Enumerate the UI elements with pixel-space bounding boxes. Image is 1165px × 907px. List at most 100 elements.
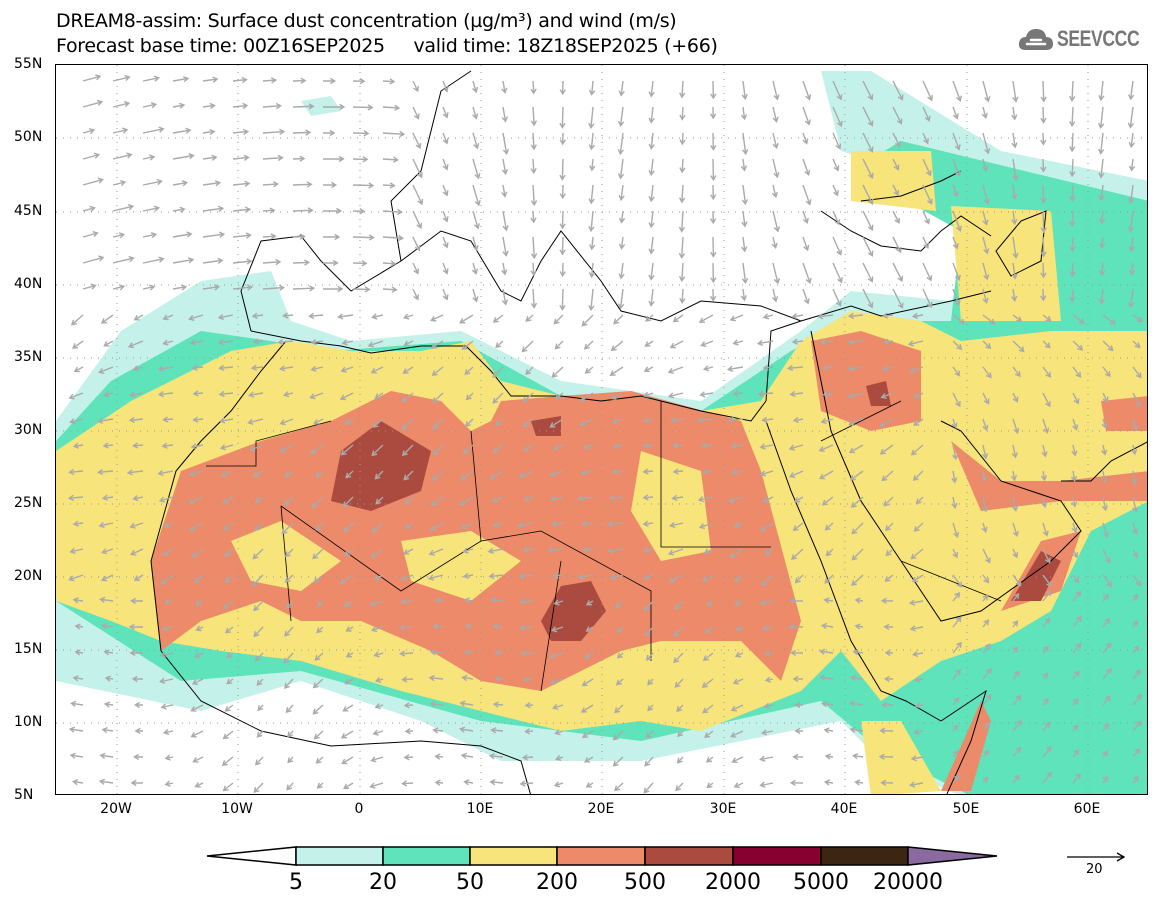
wind-arrow: [222, 730, 234, 740]
wind-arrow: [952, 288, 961, 307]
wind-arrow: [1102, 392, 1109, 403]
wind-arrow: [190, 704, 204, 712]
wind-arrow: [202, 231, 226, 238]
wind-arrow: [1040, 80, 1047, 103]
wind-arrow: [908, 599, 924, 606]
wind-arrow: [525, 314, 534, 322]
wind-arrow: [488, 470, 504, 480]
wind-arrow: [101, 548, 114, 555]
wind-arrow: [247, 418, 264, 425]
wind-arrow: [283, 652, 294, 664]
wind-arrow: [287, 756, 294, 764]
wind-arrow: [824, 522, 834, 531]
wind-arrow: [202, 128, 216, 136]
wind-arrow: [226, 652, 234, 659]
wind-arrow: [702, 652, 714, 661]
wind-arrow: [495, 418, 504, 427]
wind-arrow: [1042, 697, 1049, 706]
wind-arrow: [642, 573, 654, 580]
wind-arrow: [190, 443, 204, 450]
wind-arrow: [530, 262, 537, 277]
wind-arrow: [133, 314, 144, 321]
wind-arrow: [157, 365, 174, 372]
wind-arrow: [549, 418, 564, 428]
wind-arrow: [678, 236, 686, 260]
wind-arrow: [884, 574, 894, 582]
wind-arrow: [314, 652, 324, 661]
wind-arrow: [345, 626, 354, 632]
wind-arrow: [667, 548, 684, 556]
wind-arrow: [882, 312, 894, 319]
wind-arrow: [129, 597, 144, 605]
wind-arrow: [981, 522, 988, 533]
wind-arrow: [832, 288, 842, 307]
lat-label: 15N: [14, 641, 43, 657]
wind-arrow: [340, 444, 354, 456]
wind-arrow: [337, 313, 354, 320]
wind-arrow: [552, 572, 564, 579]
wind-arrow: [315, 522, 324, 531]
wind-arrow: [982, 236, 990, 255]
wind-arrow: [322, 285, 344, 293]
wind-arrow: [702, 468, 714, 475]
wind-arrow: [617, 106, 625, 128]
wind-arrow: [253, 626, 264, 638]
wind-arrow: [1072, 340, 1084, 351]
wind-arrow: [1010, 288, 1018, 302]
wind-arrow: [982, 667, 992, 680]
wind-arrow: [160, 703, 174, 710]
wind-arrow: [952, 236, 959, 250]
wind-arrow: [559, 106, 566, 129]
wind-arrow: [522, 392, 534, 403]
wind-arrow: [952, 80, 962, 102]
wind-arrow: [559, 184, 566, 200]
wind-arrow: [982, 496, 989, 513]
wind-arrow: [1012, 366, 1021, 378]
wind-arrow: [501, 288, 509, 306]
wind-arrow: [1042, 672, 1049, 680]
wind-arrow: [492, 701, 504, 708]
wind-arrow: [982, 749, 989, 758]
wind-arrow: [530, 236, 538, 260]
wind-arrow: [702, 365, 714, 372]
wind-arrow: [232, 284, 254, 291]
wind-arrow: [254, 756, 264, 766]
wind-arrow: [315, 470, 324, 478]
wind-arrow: [1132, 496, 1139, 513]
wind-arrow: [615, 678, 624, 686]
wind-arrow: [741, 210, 748, 228]
wind-arrow: [552, 444, 564, 451]
wind-arrow: [219, 417, 234, 424]
wind-arrow: [371, 522, 384, 534]
wind-arrow: [72, 597, 84, 604]
lon-label: 20W: [100, 801, 132, 817]
wind-arrow: [191, 548, 204, 558]
wind-arrow: [732, 339, 744, 346]
wind-arrow: [679, 80, 686, 99]
wind-arrow: [344, 418, 354, 426]
wind-arrow: [554, 729, 564, 736]
wind-arrow: [862, 106, 874, 127]
wind-arrow: [232, 128, 250, 136]
wind-arrow: [951, 496, 958, 510]
wind-arrow: [585, 782, 594, 788]
wind-arrow: [172, 206, 186, 213]
wind-arrow: [202, 257, 224, 265]
wind-arrow: [142, 178, 163, 186]
wind-arrow: [559, 132, 566, 146]
wind-arrow: [99, 596, 114, 603]
wind-arrow: [607, 547, 624, 554]
wind-arrow: [459, 314, 474, 324]
wind-arrow: [74, 649, 84, 656]
wind-arrow: [257, 704, 264, 712]
wind-arrow: [343, 522, 354, 533]
wind-arrow: [112, 74, 131, 82]
wind-arrow: [217, 339, 234, 346]
wind-arrow: [1072, 392, 1080, 405]
wind-arrow: [772, 106, 779, 123]
wind-arrow: [428, 548, 444, 556]
wind-arrow: [403, 470, 414, 481]
wind-arrow: [771, 236, 778, 250]
wind-arrow: [1102, 750, 1109, 758]
wind-arrow: [188, 314, 204, 321]
